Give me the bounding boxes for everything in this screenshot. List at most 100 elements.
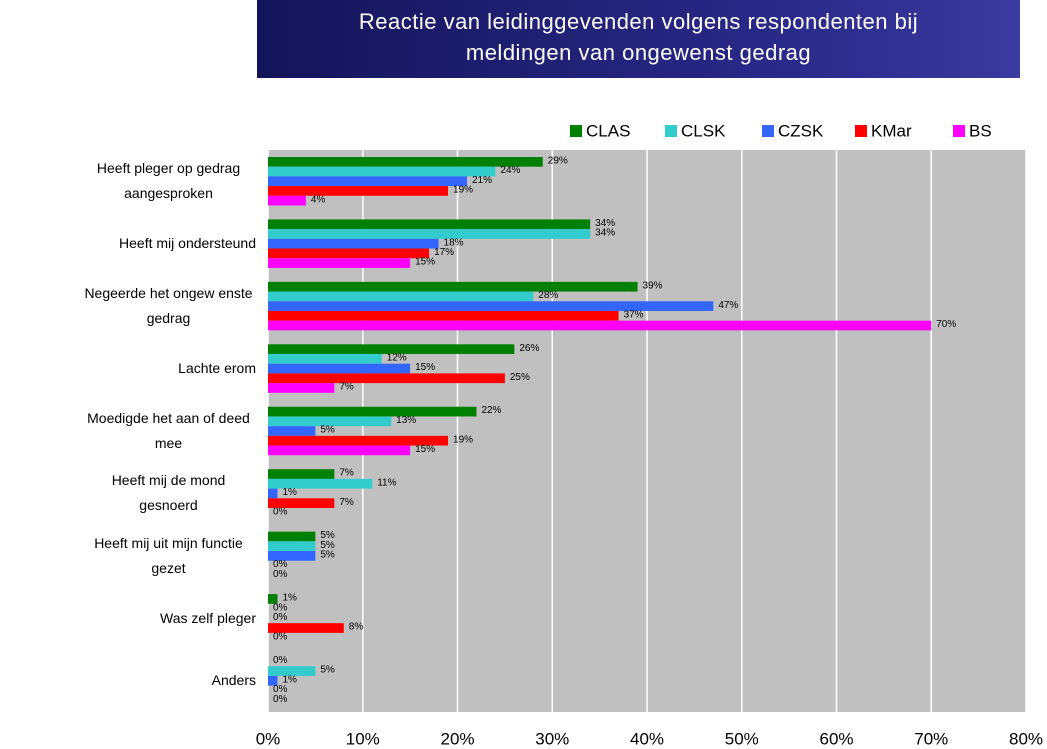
value-label: 28% [538, 290, 558, 301]
value-label: 19% [453, 185, 473, 196]
bar [268, 445, 411, 456]
value-label: 39% [643, 280, 663, 291]
bar [268, 488, 278, 499]
value-label: 4% [311, 194, 326, 205]
category-text: Moedigde het aan of deed mee [87, 410, 250, 451]
value-label: 70% [936, 319, 956, 330]
value-label: 5% [320, 550, 335, 561]
bar [268, 383, 335, 393]
value-label: 0% [273, 655, 288, 666]
value-label: 7% [339, 497, 354, 508]
category-text: Lachte erom [178, 360, 256, 377]
y-tick-label: Lachte erom [0, 344, 256, 393]
value-label: 37% [624, 309, 644, 320]
bar [268, 258, 411, 268]
x-tick-label: 0% [256, 729, 281, 748]
value-label: 19% [453, 434, 473, 445]
bar [268, 354, 382, 364]
value-label: 15% [415, 257, 435, 268]
bar [268, 238, 439, 249]
x-tick-label: 70% [914, 729, 948, 748]
legend-label: BS [969, 121, 992, 140]
value-label: 29% [548, 155, 568, 166]
value-label: 0% [273, 569, 288, 580]
value-label: 47% [718, 300, 738, 311]
value-label: 26% [519, 343, 539, 354]
bar [268, 435, 449, 446]
bar [268, 363, 411, 374]
category-text: Heeft pleger op gedrag aangesproken [96, 160, 241, 202]
bar [268, 186, 449, 196]
bar [268, 531, 316, 542]
x-tick-label: 60% [819, 729, 853, 748]
bar [268, 666, 316, 676]
value-label: 13% [396, 415, 416, 426]
chart-title: Reactie van leidinggevenden volgens resp… [257, 0, 1020, 78]
legend-swatch [953, 125, 965, 137]
value-label: 1% [282, 674, 297, 685]
value-label: 17% [434, 247, 454, 258]
y-tick-label: Heeft mij uit mijn functie gezet [0, 532, 256, 581]
bar [268, 373, 505, 384]
bar [268, 291, 534, 302]
value-label: 7% [339, 468, 354, 479]
bar [268, 166, 496, 177]
y-tick-label: Negeerde het ongew enste gedrag [0, 282, 256, 331]
legend-swatch [762, 125, 774, 137]
value-label: 1% [282, 593, 297, 604]
legend-label: KMar [871, 121, 912, 140]
category-text: Heeft mij uit mijn functie gezet [94, 534, 243, 576]
value-label: 25% [510, 372, 530, 383]
bar [268, 498, 335, 508]
bar [268, 541, 316, 552]
value-label: 0% [273, 559, 288, 570]
bar [268, 551, 316, 561]
value-label: 5% [320, 530, 335, 541]
bar [268, 310, 619, 321]
value-label: 5% [320, 540, 335, 551]
category-text: Negeerde het ongew enste gedrag [84, 285, 253, 327]
value-label: 21% [472, 175, 492, 186]
x-tick-label: 10% [346, 729, 380, 748]
value-label: 34% [595, 228, 615, 239]
bar [268, 469, 335, 479]
value-label: 0% [273, 684, 288, 695]
bar [268, 248, 430, 259]
x-tick-label: 30% [535, 729, 569, 748]
category-text: Heeft mij ondersteund [119, 235, 256, 252]
value-label: 0% [273, 612, 288, 623]
bar [268, 478, 373, 489]
value-label: 5% [320, 425, 335, 436]
bar [268, 416, 392, 427]
bar [268, 344, 515, 355]
bar [268, 426, 316, 436]
bar [268, 675, 278, 686]
value-label: 0% [273, 694, 288, 705]
category-text: Anders [211, 672, 256, 689]
category-text: Was zelf pleger [160, 609, 256, 626]
value-label: 0% [273, 602, 288, 613]
value-label: 12% [387, 352, 407, 363]
bar [268, 176, 467, 187]
legend-swatch [570, 125, 582, 137]
y-tick-label: Heeft pleger op gedrag aangesproken [0, 157, 256, 206]
value-label: 0% [273, 506, 288, 517]
bar [268, 320, 932, 331]
bar [268, 623, 344, 633]
x-tick-label: 50% [725, 729, 759, 748]
bar [268, 406, 477, 417]
bar [268, 229, 591, 239]
y-tick-label: Moedigde het aan of deed mee [0, 407, 256, 456]
x-tick-label: 20% [440, 729, 474, 748]
value-label: 18% [444, 237, 464, 248]
legend-label: CLAS [586, 121, 630, 140]
value-label: 22% [481, 405, 501, 416]
legend-swatch [665, 125, 677, 137]
category-text: Heeft mij de mond gesnoerd [111, 472, 226, 514]
value-label: 24% [500, 165, 520, 176]
value-label: 1% [282, 487, 297, 498]
x-tick-label: 40% [630, 729, 664, 748]
x-tick-label: 80% [1009, 729, 1043, 748]
